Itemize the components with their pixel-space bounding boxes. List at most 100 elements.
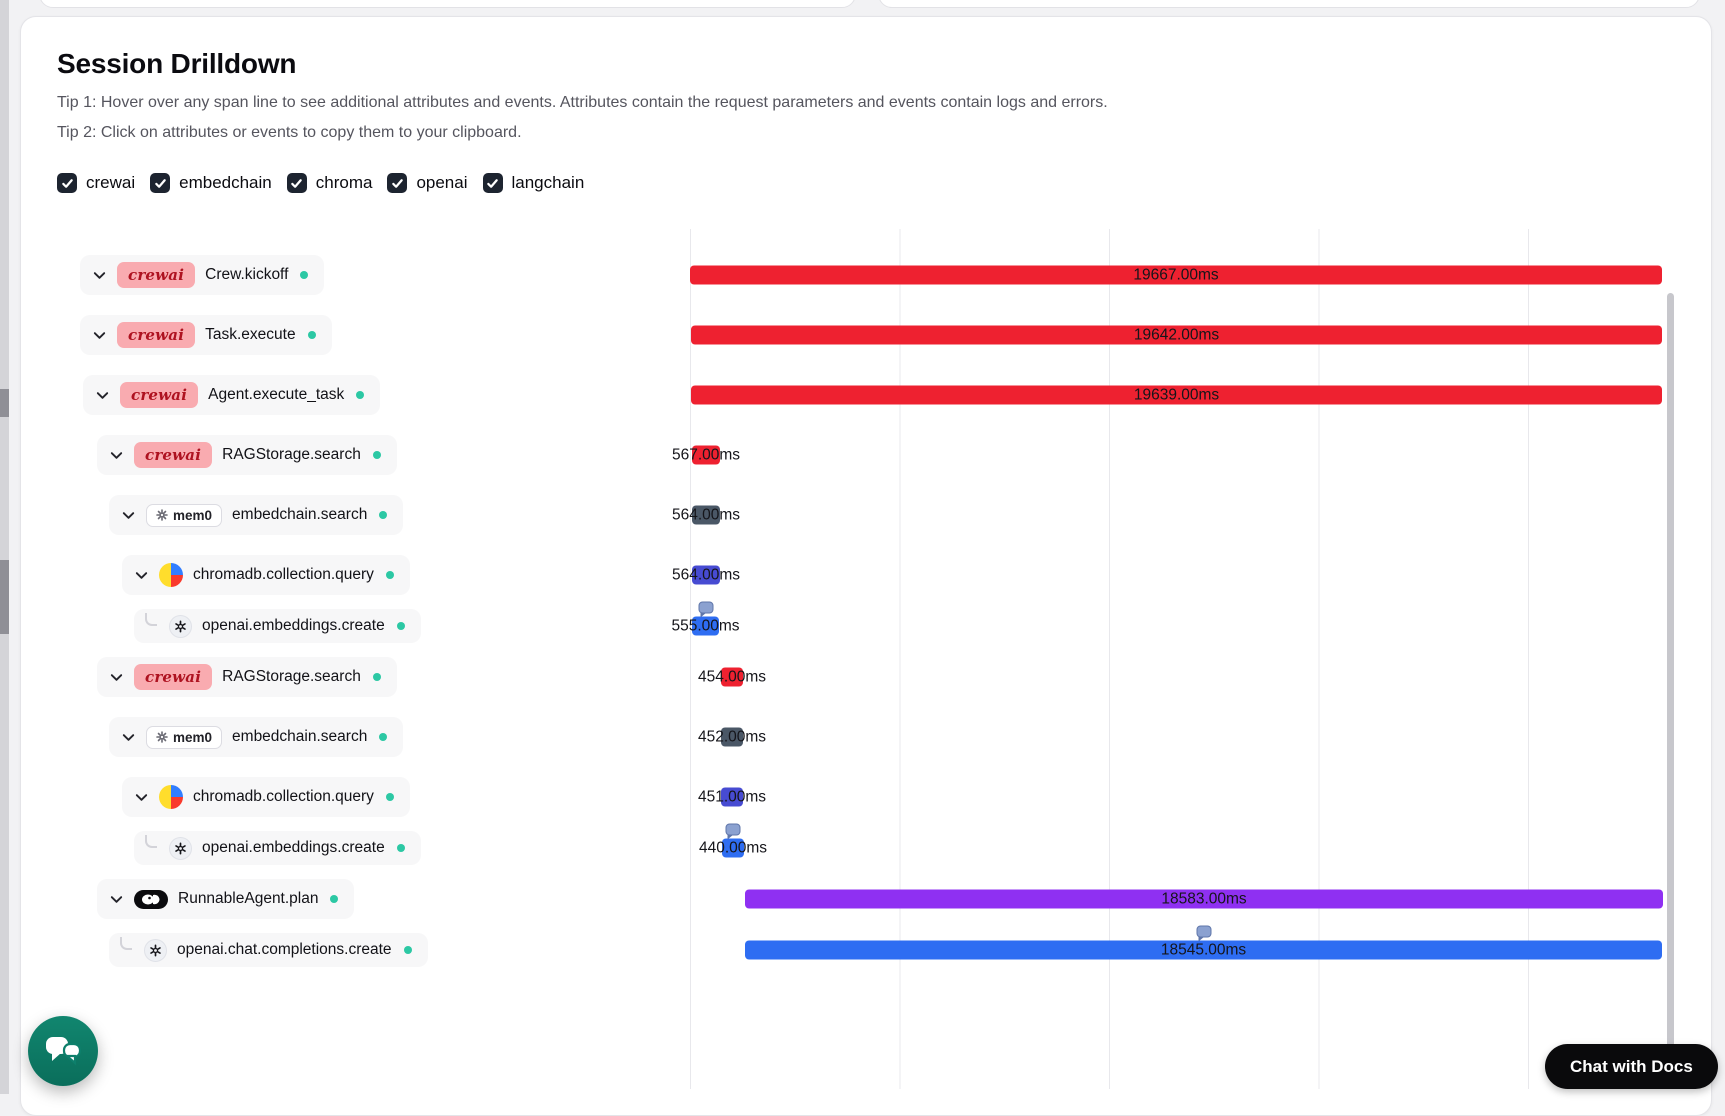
span-bar[interactable]: 18545.00ms [745, 925, 1662, 960]
span-label-cell: crewai Crew.kickoff [57, 255, 690, 295]
span-bar[interactable]: 440.00ms [699, 823, 767, 858]
chevron-down-icon[interactable] [134, 568, 149, 583]
chevron-down-icon[interactable] [134, 790, 149, 805]
chevron-down-icon[interactable] [109, 670, 124, 685]
span-timeline: 564.00ms [672, 485, 1711, 545]
span-name: Agent.execute_task [208, 386, 345, 403]
span-duration-label: 564.00ms [671, 506, 741, 523]
span-pill[interactable]: crewai RAGStorage.search [97, 657, 397, 697]
span-name: Task.execute [205, 326, 296, 343]
span-row: crewai RAGStorage.search 567.00ms [57, 425, 1711, 485]
span-row: crewai Task.execute 19642.00ms [57, 305, 1711, 365]
filter-crewai[interactable]: crewai [57, 173, 135, 193]
span-duration-label: 19667.00ms [1133, 266, 1219, 283]
mem0-logo: mem0 [146, 503, 223, 527]
span-pill[interactable]: crewai Crew.kickoff [80, 255, 325, 295]
chroma-logo [159, 563, 183, 587]
span-timeline: 564.00ms [672, 545, 1711, 605]
trace-waterfall: crewai Crew.kickoff 19667.00ms crewai Task.e… [57, 229, 1711, 1089]
chevron-down-icon[interactable] [109, 892, 124, 907]
span-name: RAGStorage.search [222, 668, 361, 685]
span-label-cell: crewai Task.execute [57, 315, 690, 355]
chevron-down-icon[interactable] [92, 328, 107, 343]
filter-checkbox-chroma[interactable] [286, 173, 307, 193]
filter-label-langchain: langchain [511, 173, 585, 192]
span-row: chromadb.collection.query 564.00ms [57, 545, 1711, 605]
span-label-cell: openai.chat.completions.create [57, 933, 690, 967]
filter-langchain[interactable]: langchain [482, 173, 585, 193]
filter-label-openai: openai [416, 173, 468, 192]
status-dot [330, 895, 339, 903]
status-dot [396, 844, 405, 852]
span-row: chromadb.collection.query 451.00ms [57, 767, 1711, 827]
span-pill[interactable]: crewai RAGStorage.search [97, 435, 397, 475]
filter-checkbox-langchain[interactable] [482, 173, 503, 193]
status-dot [396, 622, 405, 630]
span-pill[interactable]: chromadb.collection.query [122, 777, 410, 817]
filter-chroma[interactable]: chroma [286, 173, 372, 193]
status-dot [356, 391, 365, 399]
chroma-logo [159, 785, 183, 809]
page-edge-strip [0, 0, 9, 1094]
span-pill[interactable]: openai.chat.completions.create [109, 933, 428, 967]
filter-checkbox-embedchain[interactable] [150, 173, 171, 193]
span-bar[interactable]: 452.00ms [698, 727, 766, 747]
span-label-cell: chromadb.collection.query [57, 555, 690, 595]
crewai-logo: crewai [134, 664, 213, 690]
span-bar[interactable]: 19642.00ms [691, 325, 1662, 345]
span-name: RunnableAgent.plan [178, 890, 319, 907]
span-name: chromadb.collection.query [193, 566, 374, 583]
span-name: embedchain.search [232, 728, 368, 745]
status-dot [403, 946, 412, 954]
span-bar[interactable]: 564.00ms [672, 565, 740, 585]
status-dot [385, 571, 394, 579]
chat-widget-button[interactable] [28, 1016, 98, 1086]
span-duration-label: 555.00ms [671, 617, 740, 634]
mem0-logo: mem0 [146, 725, 223, 749]
span-pill[interactable]: crewai Agent.execute_task [83, 375, 381, 415]
span-timeline: 451.00ms [690, 767, 1711, 827]
tip-2-text: Tip 2: Click on attributes or events to … [57, 124, 522, 141]
span-bar[interactable]: 19639.00ms [691, 385, 1662, 405]
filter-checkbox-openai[interactable] [387, 173, 408, 193]
span-bar[interactable]: 564.00ms [672, 505, 740, 525]
span-label-cell: mem0 embedchain.search [57, 717, 690, 757]
span-bar[interactable]: 454.00ms [698, 667, 766, 687]
span-bar[interactable]: 19667.00ms [690, 265, 1662, 285]
top-card-left [39, 0, 856, 8]
chevron-down-icon[interactable] [109, 448, 124, 463]
span-bar[interactable]: 567.00ms [672, 445, 740, 465]
span-pill[interactable]: openai.embeddings.create [134, 609, 421, 643]
status-dot [307, 331, 316, 339]
span-bar[interactable]: 555.00ms [671, 601, 740, 636]
chevron-down-icon[interactable] [121, 730, 136, 745]
event-bubble-icon[interactable] [698, 601, 713, 618]
vertical-scrollbar[interactable] [1667, 293, 1674, 1063]
filter-openai[interactable]: openai [387, 173, 468, 193]
event-bubble-icon[interactable] [1196, 925, 1211, 942]
span-pill[interactable]: mem0 embedchain.search [109, 717, 404, 757]
chevron-down-icon[interactable] [92, 268, 107, 283]
span-label-cell: chromadb.collection.query [57, 777, 690, 817]
chat-with-docs-button[interactable]: Chat with Docs [1545, 1044, 1718, 1089]
span-pill[interactable]: chromadb.collection.query [122, 555, 410, 595]
span-bar[interactable]: 451.00ms [698, 787, 766, 807]
span-name: RAGStorage.search [222, 446, 361, 463]
page-edge-artifact [0, 560, 9, 634]
span-label-cell: RunnableAgent.plan [57, 879, 690, 919]
status-dot [372, 451, 381, 459]
span-timeline: 440.00ms [690, 823, 1711, 869]
span-label-cell: openai.embeddings.create [57, 609, 690, 643]
span-pill[interactable]: RunnableAgent.plan [97, 879, 355, 919]
crewai-logo: crewai [117, 262, 196, 288]
span-pill[interactable]: crewai Task.execute [80, 315, 332, 355]
filter-checkbox-crewai[interactable] [57, 173, 77, 193]
span-pill[interactable]: mem0 embedchain.search [109, 495, 404, 535]
chevron-down-icon[interactable] [95, 388, 110, 403]
filter-embedchain[interactable]: embedchain [150, 173, 272, 193]
event-bubble-icon[interactable] [725, 823, 741, 840]
chevron-down-icon[interactable] [121, 508, 136, 523]
span-pill[interactable]: openai.embeddings.create [134, 831, 421, 865]
span-duration-label: 18545.00ms [1160, 941, 1247, 958]
span-bar[interactable]: 18583.00ms [745, 889, 1663, 909]
